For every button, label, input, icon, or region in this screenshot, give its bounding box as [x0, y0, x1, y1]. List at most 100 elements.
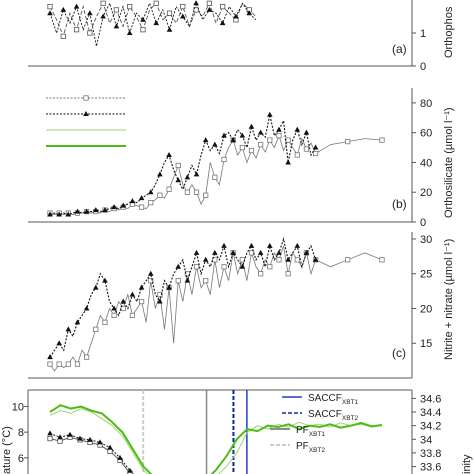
- panel-a-series-2-line: [49, 1, 257, 47]
- panel-a-tick-label: 0: [420, 61, 426, 73]
- panel-b-series-1-point: [294, 152, 300, 158]
- panel-a-series-1-line: [49, 2, 257, 38]
- panel-d-temp-point: [57, 434, 63, 440]
- panel-b-series-2-point: [239, 132, 246, 138]
- panel-c-series-2-point: [230, 249, 236, 255]
- panel-d-temp-point: [77, 435, 83, 441]
- panel-a-series-1-point: [180, 4, 186, 10]
- panel-a-series-1-point: [113, 7, 119, 13]
- front-legend-name: SACCF: [308, 409, 342, 420]
- front-legend-label-2: SACCFXBT2: [308, 409, 359, 422]
- panel-a-ylabel: Orthophos: [443, 6, 455, 58]
- panel-b-series-1-point: [303, 146, 310, 152]
- panel-d-temp-point: [97, 439, 103, 445]
- panel-c-series-2-point: [120, 298, 127, 304]
- panel-a-series-2-point: [206, 6, 213, 12]
- panel-c-tick-label: 30: [420, 234, 432, 246]
- panel-b-tick-label: 60: [420, 128, 432, 140]
- panel-b: 0 20 40 60 80 Orthosilicate (µmol l⁻¹) (b): [28, 88, 455, 229]
- panel-b-series-1-point: [258, 141, 264, 148]
- panel-c-series-2-point: [285, 256, 291, 262]
- panel-b-series-2-point: [47, 211, 53, 217]
- panel-b-tick-label: 0: [420, 217, 426, 229]
- panel-a-series-1-point: [47, 4, 53, 10]
- panel-c-series-2-line: [49, 236, 317, 358]
- panel-c-series-1-point: [379, 257, 385, 263]
- panel-b-series-2-point: [303, 129, 310, 135]
- panel-a-series-1-point: [100, 0, 106, 6]
- panel-c-series-2-point: [257, 249, 264, 255]
- front-legend-subscript: XBT2: [342, 415, 359, 422]
- panel-b-series-2-point: [294, 126, 301, 132]
- panel-c-series-2-point: [294, 242, 301, 248]
- panel-c-series-1-point: [221, 264, 227, 270]
- panel-b-series-1-point: [157, 192, 163, 198]
- panel-b-series-2-point: [248, 123, 255, 129]
- panel-c-series-1-line: [49, 245, 383, 372]
- panel-c-series-2-point: [65, 326, 72, 332]
- panel-d-temp-point: [47, 435, 53, 442]
- panel-d-right-ylabel: inity: [461, 454, 473, 474]
- panel-a: 0 1 Orthophos (a): [28, 0, 455, 73]
- panel-b-series-1-point: [212, 174, 218, 180]
- panel-c-series-1-point: [212, 257, 218, 263]
- panel-b-series-2-point: [193, 171, 200, 177]
- panel-d-temp-point: [107, 444, 113, 450]
- front-legend-name: PF: [296, 425, 309, 436]
- panel-b-series-2-point: [285, 159, 291, 165]
- panel-c-series-1-point: [120, 305, 126, 312]
- panel-c-label: (c): [392, 346, 406, 360]
- panel-b-series-2-point: [312, 144, 319, 150]
- panel-c-series-2-point: [202, 256, 209, 262]
- panel-b-series-2-point: [65, 211, 72, 217]
- panel-c-series-2-point: [303, 249, 310, 255]
- panel-b-series-1-point: [175, 162, 181, 169]
- panel-a-series-2-point: [140, 16, 146, 22]
- panel-b-series-2-point: [83, 208, 90, 214]
- panel-b-series-2-point: [111, 204, 117, 210]
- panel-c-series-2-point: [193, 249, 200, 255]
- front-legend-label-4: PFXBT2: [296, 441, 325, 454]
- panel-b-series-2-point: [102, 207, 108, 213]
- panel-c-series-2-point: [47, 354, 53, 360]
- panel-c-tick-label: 20: [420, 303, 432, 315]
- panel-b-series-1-point: [166, 186, 172, 192]
- panel-c-series-2-point: [312, 256, 319, 262]
- panel-c-series-2-point: [147, 270, 154, 276]
- panel-a-series-2-point: [233, 13, 239, 19]
- panel-b-series-1-point: [312, 150, 319, 157]
- panel-d-left-tick-label: 6: [18, 453, 24, 465]
- panel-a-series-1-point: [206, 0, 212, 6]
- panel-b-series-2-point: [221, 132, 227, 138]
- panel-b-series-1-point: [345, 138, 351, 145]
- panel-b-series-1-point: [138, 204, 145, 210]
- panel-b-series-1-point: [285, 137, 291, 143]
- panel-b-series-2-point: [56, 211, 62, 217]
- panel-a-series-2-point: [60, 6, 67, 12]
- panel-c-series-1-point: [84, 354, 90, 360]
- panel-c-tick-label: 15: [420, 338, 432, 350]
- panel-b-label: (b): [392, 197, 407, 211]
- panel-b-series-2-point: [184, 174, 191, 180]
- panel-a-series-1-point: [166, 10, 173, 16]
- panel-c-series-2-point: [56, 340, 62, 346]
- panel-c-series-1-point: [248, 250, 255, 256]
- panel-b-series-2-point: [74, 208, 81, 214]
- panel-c-series-2-point: [212, 249, 218, 255]
- panel-c-ylabel: Nitrite + nitrate (µmol l⁻¹): [443, 239, 455, 360]
- panel-c-series-2-point: [166, 284, 172, 290]
- panel-c-series-2-point: [239, 263, 246, 269]
- front-legend-name: SACCF: [308, 393, 342, 404]
- panel-c-series-2-point: [102, 277, 108, 283]
- panel-b-series-1-point: [379, 137, 385, 143]
- panel-d-temp-point: [127, 467, 133, 473]
- panel-a-series-1-point: [73, 27, 80, 33]
- panel-c-series-2-point: [221, 242, 227, 248]
- panel-d-left-tick-label: 10: [12, 401, 24, 413]
- panel-a-series-2-point: [100, 13, 106, 19]
- panel-b-series-2-point: [138, 195, 145, 201]
- panel-c-series-2-point: [138, 284, 145, 290]
- panel-c-series-1-point: [157, 291, 163, 298]
- front-legend-label-1: SACCFXBT1: [308, 393, 359, 406]
